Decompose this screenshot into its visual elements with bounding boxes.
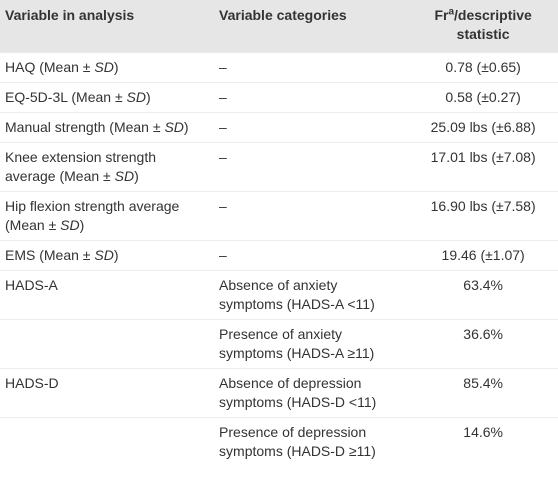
table-cell: –: [214, 112, 409, 143]
text: HADS-D: [5, 375, 59, 391]
text: –: [219, 59, 227, 75]
table-cell: 63.4%: [408, 270, 558, 320]
text: ): [79, 217, 85, 233]
text: ): [113, 59, 119, 75]
text: 63.4%: [463, 277, 503, 293]
text: –: [219, 89, 227, 105]
table-row: Presence of depression symptoms (HADS-D …: [0, 417, 558, 466]
table-cell: –: [214, 82, 409, 113]
text: 17.01 lbs (±7.08): [430, 149, 536, 165]
text: 25.09 lbs (±6.88): [430, 119, 536, 135]
table-body: HAQ (Mean ± SD) –0.78 (±0.65) EQ-5D-3L (Me…: [0, 52, 558, 466]
text: SD: [114, 168, 135, 184]
text: Absence of depression symptoms (HADS-D <…: [219, 375, 377, 410]
table-row: Knee extension strength average (Mean ± …: [0, 142, 558, 192]
text: Manual strength (Mean ±: [5, 119, 165, 135]
table-cell: Manual strength (Mean ± SD): [0, 112, 215, 143]
table-cell: Absence of anxiety symptoms (HADS-A <11): [214, 270, 409, 320]
table-cell: Knee extension strength average (Mean ± …: [0, 142, 215, 192]
text: SD: [60, 217, 80, 233]
text: –: [219, 247, 227, 263]
text: 0.58 (±0.27): [445, 89, 521, 105]
table-cell: Hip flexion strength average (Mean ± SD): [0, 191, 215, 241]
text: 19.46 (±1.07): [441, 247, 525, 263]
data-table: Variable in analysis Variable categories F…: [0, 0, 558, 466]
text: 85.4%: [463, 375, 503, 391]
table-cell: 85.4%: [408, 368, 558, 418]
text: HAQ (Mean ±: [5, 59, 95, 75]
text: HADS-A: [5, 277, 58, 293]
text: ): [183, 119, 189, 135]
table-cell: 0.58 (±0.27): [408, 82, 558, 113]
header-row: Variable in analysis Variable categories F…: [0, 0, 558, 53]
text: Presence of depression symptoms (HADS-D …: [219, 424, 376, 459]
table-row: HAQ (Mean ± SD) –0.78 (±0.65): [0, 52, 558, 83]
text: /descriptive statistic: [454, 7, 532, 42]
table-cell: –: [214, 52, 409, 83]
text: 16.90 lbs (±7.58): [430, 198, 536, 214]
text: SD: [94, 247, 114, 263]
table-row: Presence of anxiety symptoms (HADS-A ≥11…: [0, 319, 558, 369]
table-cell: –: [214, 142, 409, 192]
text: Presence of anxiety symptoms (HADS-A ≥11…: [219, 326, 375, 361]
text: 36.6%: [463, 326, 503, 342]
text: 14.6%: [463, 424, 503, 440]
header-cell: Variable in analysis: [0, 0, 215, 53]
table-cell: HAQ (Mean ± SD): [0, 52, 215, 83]
table-cell: 16.90 lbs (±7.58): [408, 191, 558, 241]
text: –: [219, 119, 227, 135]
text: Fr: [434, 7, 449, 23]
table-cell: HADS-A: [0, 270, 215, 320]
text: Absence of anxiety symptoms (HADS-A <11): [219, 277, 375, 312]
table-cell: Absence of depression symptoms (HADS-D <…: [214, 368, 409, 418]
text: 0.78 (±0.65): [445, 59, 521, 75]
table-cell: EQ-5D-3L (Mean ± SD): [0, 82, 215, 113]
table-cell: Presence of depression symptoms (HADS-D …: [214, 417, 409, 466]
table-cell: 25.09 lbs (±6.88): [408, 112, 558, 143]
table-cell: HADS-D: [0, 368, 215, 418]
text: –: [219, 149, 227, 165]
table-cell: 17.01 lbs (±7.08): [408, 142, 558, 192]
text: EMS (Mean ±: [5, 247, 95, 263]
text: ): [134, 168, 139, 184]
header-cell: Variable categories: [214, 0, 409, 53]
text: SD: [164, 119, 184, 135]
table-cell: EMS (Mean ± SD): [0, 240, 215, 271]
table-cell: –: [214, 240, 409, 271]
table-row: EMS (Mean ± SD) –19.46 (±1.07): [0, 240, 558, 271]
text: Hip flexion strength average (Mean ±: [5, 198, 180, 233]
table-cell: [0, 319, 215, 369]
table-row: HADS-A Absence of anxiety symptoms (HADS-…: [0, 270, 558, 320]
table-cell: [0, 417, 215, 466]
table-cell: –: [214, 191, 409, 241]
table-cell: Presence of anxiety symptoms (HADS-A ≥11…: [214, 319, 409, 369]
text: ): [113, 247, 119, 263]
table-cell: 19.46 (±1.07): [408, 240, 558, 271]
table-row: EQ-5D-3L (Mean ± SD) –0.58 (±0.27): [0, 82, 558, 113]
table-cell: 0.78 (±0.65): [408, 52, 558, 83]
table-row: Hip flexion strength average (Mean ± SD)…: [0, 191, 558, 241]
table-cell: 36.6%: [408, 319, 558, 369]
table-row: Manual strength (Mean ± SD) –25.09 lbs (±…: [0, 112, 558, 143]
text: EQ-5D-3L (Mean ±: [5, 89, 127, 105]
text: Knee extension strength average (Mean ±: [5, 149, 156, 184]
table-cell: 14.6%: [408, 417, 558, 466]
text: Variable in analysis: [5, 7, 135, 23]
text: SD: [94, 59, 114, 75]
table-row: HADS-D Absence of depression symptoms (HA…: [0, 368, 558, 418]
text: Variable categories: [219, 7, 347, 23]
text: –: [219, 198, 227, 214]
text: SD: [126, 89, 146, 105]
header-cell: Fra/descriptive statistic: [408, 0, 558, 53]
text: a: [448, 6, 454, 18]
text: ): [146, 89, 151, 105]
